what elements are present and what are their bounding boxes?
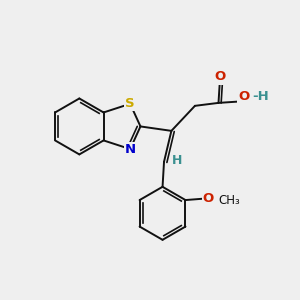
Text: S: S bbox=[125, 97, 135, 110]
Text: O: O bbox=[214, 70, 226, 83]
Text: H: H bbox=[172, 154, 182, 167]
Text: -H: -H bbox=[252, 90, 268, 103]
Text: N: N bbox=[124, 142, 136, 156]
Text: CH₃: CH₃ bbox=[218, 194, 240, 207]
Text: O: O bbox=[238, 90, 250, 103]
Text: O: O bbox=[203, 192, 214, 205]
